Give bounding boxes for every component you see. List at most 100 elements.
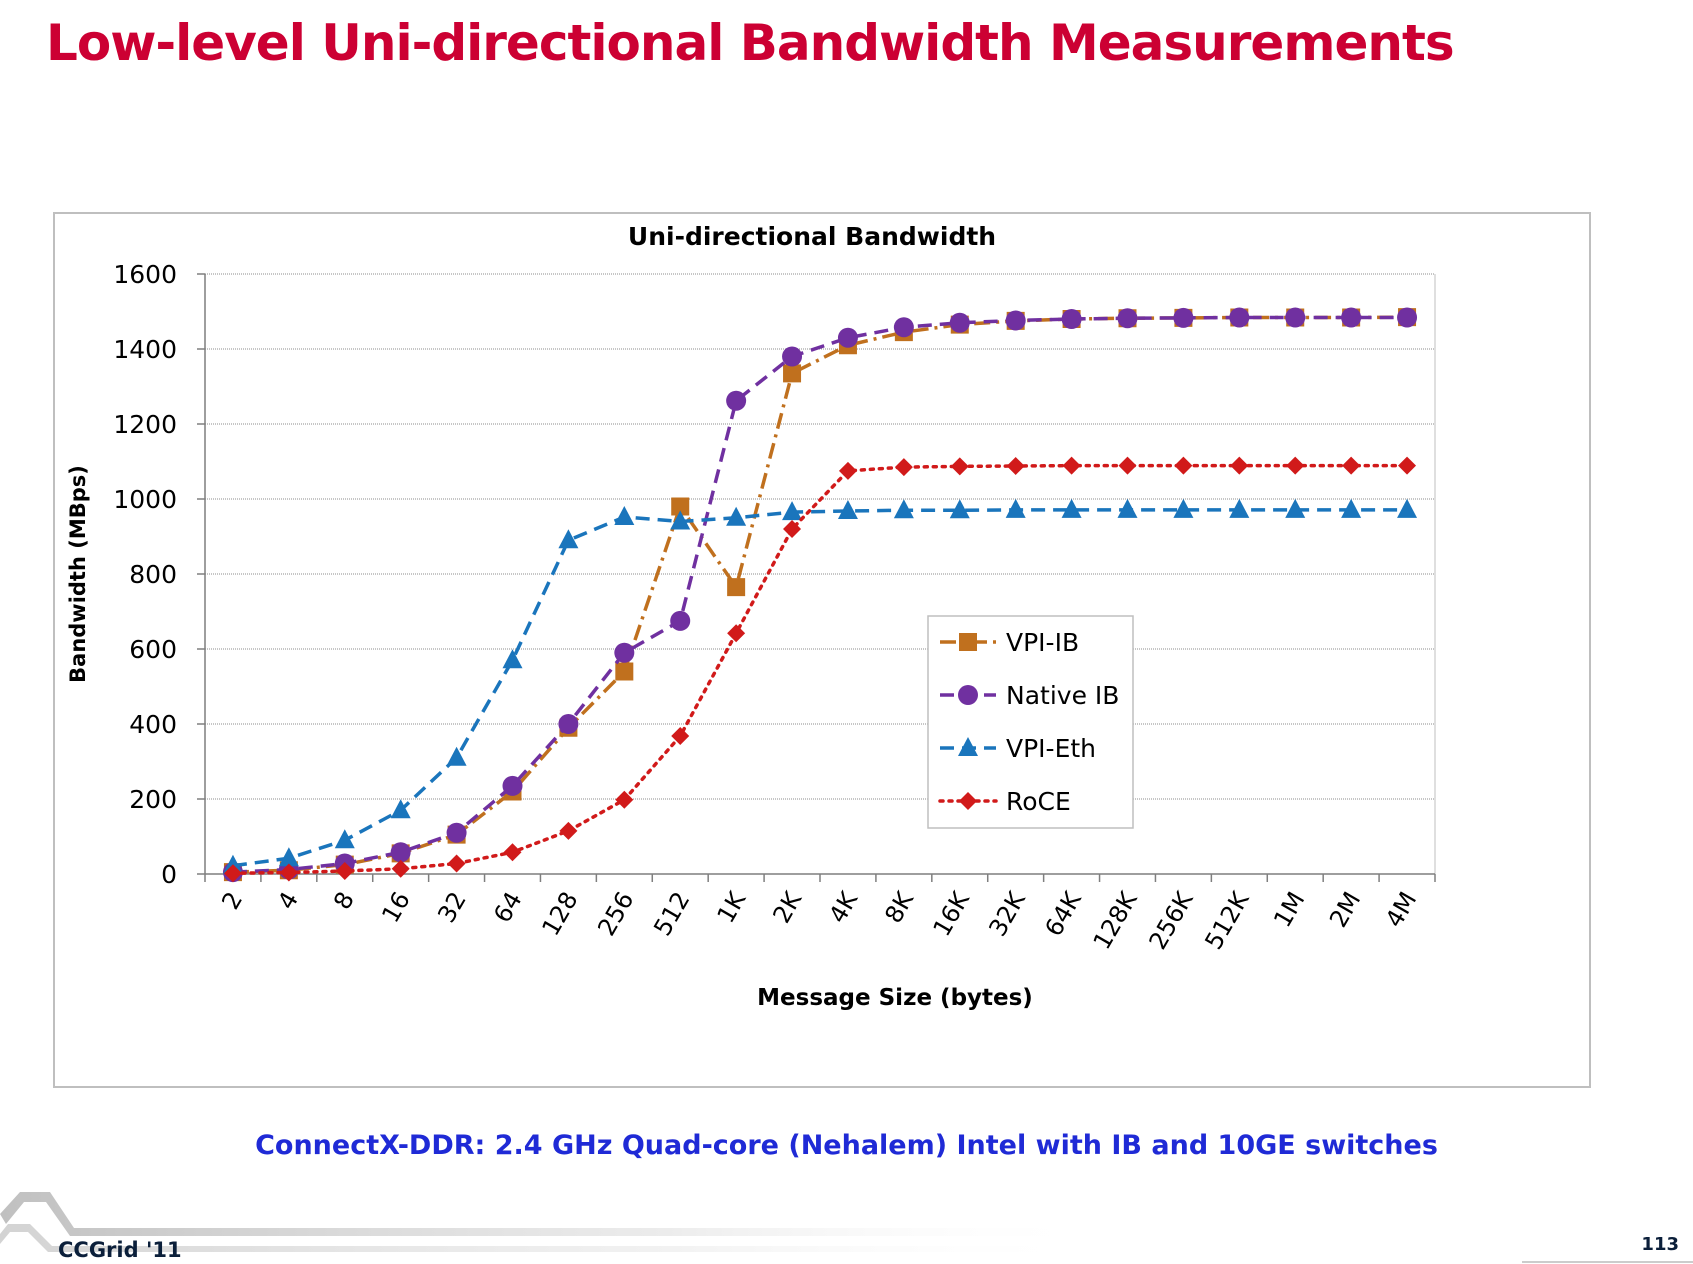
x-tick-label: 128 (536, 887, 583, 941)
x-tick-label: 128K (1088, 886, 1144, 954)
data-point-vpi-eth (782, 501, 803, 521)
data-point-vpi-eth (1005, 498, 1026, 518)
x-tick-label: 64 (488, 887, 528, 927)
y-tick-label: 1000 (113, 485, 177, 514)
y-tick-label: 0 (161, 860, 177, 889)
legend-marker-native-ib (958, 685, 978, 705)
footer-decoration (0, 1192, 1693, 1263)
data-point-native-ib (502, 775, 523, 796)
data-point-native-ib (390, 842, 411, 863)
data-point-roce (1286, 456, 1305, 475)
data-point-roce (838, 461, 857, 480)
y-tick-label: 400 (129, 710, 177, 739)
legend-box (927, 615, 1134, 829)
chart-frame: 0 200 400 600 800 1000 1200 1400 1600 2 4 8 16 32 64 12… (53, 212, 1591, 1088)
data-point-native-ib (726, 390, 747, 411)
data-point-vpi-ib (727, 578, 746, 597)
data-point-native-ib (949, 312, 970, 333)
data-point-native-ib (1117, 308, 1138, 329)
data-point-vpi-eth (446, 746, 467, 766)
x-tick-label: 1K (712, 886, 752, 928)
y-tick-label: 600 (129, 635, 177, 664)
x-tick-label: 16K (928, 886, 976, 941)
data-point-vpi-eth (558, 529, 579, 549)
series-line-vpi-eth (232, 508, 1408, 868)
page-number: 113 (1641, 1234, 1679, 1255)
data-point-roce (894, 458, 913, 477)
data-point-native-ib (1229, 307, 1250, 328)
data-point-native-ib (893, 317, 914, 338)
series-roce (223, 456, 1417, 883)
data-point-native-ib (670, 610, 691, 631)
x-tick-label: 64K (1039, 886, 1087, 941)
data-point-roce (447, 854, 466, 873)
y-tick-label: 800 (129, 560, 177, 589)
x-axis-title: Message Size (bytes) (757, 985, 1033, 1011)
data-point-vpi-eth (1397, 498, 1418, 518)
legend: VPI-IB Native IB VPI-Eth RoCE (927, 615, 1134, 829)
data-point-native-ib (1061, 309, 1082, 329)
x-tick-label: 8K (879, 886, 919, 928)
data-point-roce (223, 864, 242, 883)
data-point-native-ib (1397, 307, 1418, 328)
data-point-native-ib (837, 327, 858, 348)
data-point-vpi-eth (278, 847, 299, 867)
data-point-vpi-ib (671, 497, 690, 516)
data-point-roce (783, 520, 802, 538)
data-point-vpi-eth (726, 506, 747, 526)
x-tick-label: 4 (272, 887, 304, 914)
x-tick-label: 32 (432, 887, 472, 927)
series-line-roce (231, 463, 1409, 875)
x-tick-label: 32K (983, 886, 1031, 941)
x-tick-label: 2K (767, 886, 807, 928)
data-point-native-ib (1005, 310, 1026, 331)
x-tick-label: 4M (1380, 887, 1422, 932)
data-point-vpi-eth (1341, 498, 1362, 518)
data-point-vpi-eth (1117, 498, 1138, 518)
data-point-roce (335, 862, 354, 880)
chart-title: Uni-directional Bandwidth (628, 222, 996, 251)
data-point-vpi-eth (670, 510, 691, 530)
x-tick-label: 8 (328, 887, 360, 914)
x-tick-label: 2 (216, 887, 248, 914)
data-point-vpi-eth (837, 500, 858, 519)
data-point-vpi-eth (614, 506, 635, 525)
data-point-roce (503, 843, 522, 862)
data-point-roce (1342, 456, 1361, 475)
y-tick-label: 200 (129, 785, 177, 814)
data-point-roce (279, 863, 298, 882)
legend-label-roce: RoCE (1006, 787, 1071, 816)
data-point-roce (391, 859, 410, 878)
data-point-native-ib (1285, 307, 1306, 328)
series-lines (222, 307, 1418, 883)
y-tick-label: 1600 (113, 260, 177, 289)
series-line-native-ib (232, 315, 1408, 874)
data-point-vpi-ib (615, 662, 634, 681)
data-point-vpi-eth (949, 499, 970, 519)
y-tick-label: 1200 (113, 410, 177, 439)
footer-label: CCGrid '11 (58, 1238, 182, 1262)
data-point-vpi-eth (1285, 498, 1306, 518)
x-tick-label: 512K (1199, 886, 1255, 954)
x-tick-label: 256K (1144, 886, 1200, 954)
data-point-native-ib (614, 642, 635, 663)
data-point-roce (1006, 457, 1025, 475)
data-point-roce (615, 790, 634, 809)
legend-marker-roce (959, 792, 977, 810)
data-point-vpi-eth (502, 649, 523, 669)
slide-caption: ConnectX-DDR: 2.4 GHz Quad-core (Nehalem… (255, 1130, 1438, 1161)
data-point-vpi-ib (783, 364, 802, 383)
x-tick-label: 2M (1324, 887, 1366, 932)
data-point-native-ib (446, 822, 467, 843)
data-point-roce (1230, 456, 1249, 475)
data-point-roce (1174, 456, 1193, 475)
y-axis-title: Bandwidth (MBps) (66, 465, 90, 683)
data-point-roce (671, 727, 690, 745)
legend-label-vpi-ib: VPI-IB (1006, 628, 1079, 657)
data-point-vpi-eth (1229, 498, 1250, 518)
data-point-native-ib (1173, 307, 1194, 328)
data-point-roce (1398, 456, 1417, 475)
data-point-native-ib (1341, 307, 1362, 328)
legend-label-vpi-eth: VPI-Eth (1006, 734, 1096, 763)
